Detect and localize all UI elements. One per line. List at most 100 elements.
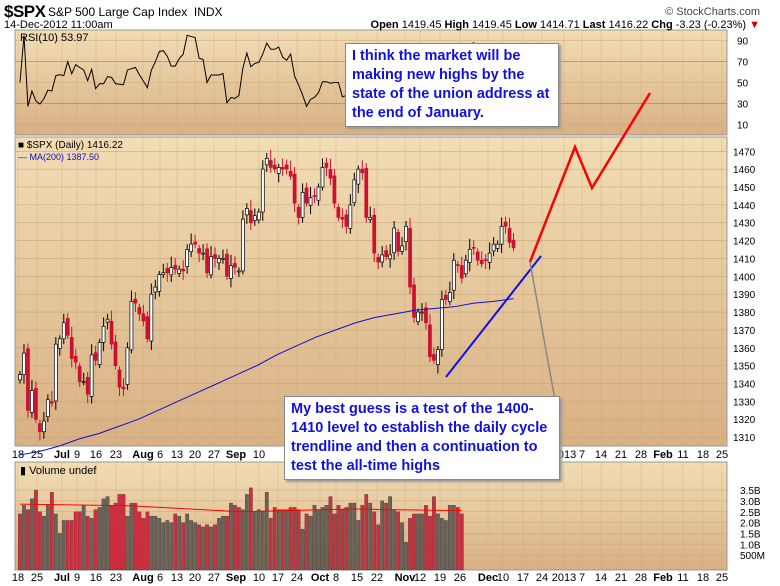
candle-body (463, 259, 468, 275)
volume-bar (109, 505, 114, 571)
x-tick-label-bottom: 11 (677, 572, 688, 584)
volume-bar (304, 513, 309, 571)
candle-body (384, 250, 389, 258)
x-tick-label: 18 (697, 449, 709, 461)
volume-bar (97, 507, 102, 571)
x-tick-label-bottom: 9 (74, 572, 80, 584)
candle-body (420, 311, 424, 314)
candle-body (459, 265, 464, 279)
volume-legend: ▮ Volume undef (20, 465, 97, 477)
volume-bar (440, 518, 444, 571)
candle-body (308, 197, 313, 206)
candle-body (149, 293, 154, 342)
volume-bar (213, 524, 217, 571)
x-tick-label-bottom: 14 (595, 572, 607, 584)
candle-body (157, 274, 162, 292)
volume-bar (153, 515, 158, 571)
x-tick-label-bottom: 25 (31, 572, 43, 584)
x-tick-label-bottom: Nov (395, 572, 417, 584)
volume-bar (408, 518, 412, 571)
candle-body (324, 162, 329, 168)
last-value: 1416.22 (608, 19, 649, 31)
volume-bar (428, 515, 432, 571)
volume-bar (85, 515, 90, 571)
candle-body (109, 320, 114, 345)
x-tick-label: 18 (12, 449, 24, 461)
candle-body (161, 272, 166, 275)
candle-body (467, 249, 472, 263)
x-tick-label-bottom: 7 (579, 572, 585, 584)
candle-body (268, 160, 273, 168)
volume-bar (276, 509, 281, 571)
rsi-tick-label: 70 (737, 58, 749, 69)
x-tick-label-bottom: 19 (434, 572, 446, 584)
projection-line (528, 92, 652, 263)
volume-bar (18, 513, 22, 571)
candle-body (105, 318, 110, 323)
volume-bar (185, 513, 190, 571)
volume-bar (26, 509, 30, 571)
volume-bar (248, 487, 253, 571)
volume-bar (38, 511, 42, 571)
candle-body (296, 207, 301, 218)
candle-body (444, 294, 448, 300)
volume-bar (360, 505, 365, 571)
volume-bar (459, 513, 464, 571)
x-tick-label-bottom: Feb (653, 572, 673, 584)
volume-ma-line (19, 503, 462, 513)
candle-body (328, 169, 333, 179)
volume-bar (420, 513, 424, 571)
candle-body (471, 247, 476, 249)
candle-body (233, 263, 237, 268)
volume-bar (169, 522, 174, 571)
candle-body (121, 386, 126, 390)
x-tick-label-bottom: 13 (171, 572, 183, 584)
volume-bar (328, 496, 333, 571)
x-tick-label: 27 (208, 449, 220, 461)
rsi-tick-label: 90 (737, 37, 749, 48)
candle-body (221, 258, 225, 260)
x-tick-label: 10 (253, 449, 265, 461)
volume-bar (444, 520, 448, 571)
volume-bar (93, 509, 98, 571)
volume-bar (209, 526, 213, 571)
x-tick-label-bottom: 18 (12, 572, 24, 584)
volume-bar (42, 515, 46, 571)
down-triangle-icon: ▼ (749, 19, 760, 31)
high-label: High (444, 19, 469, 31)
candle-body (30, 390, 34, 413)
volume-tick-label: 3.5B (740, 486, 761, 497)
candle-body (133, 298, 138, 304)
volume-bar (376, 524, 381, 571)
volume-bar (388, 496, 392, 571)
x-tick-label: 7 (579, 449, 585, 461)
candle-body (213, 254, 217, 259)
x-tick-label: 11 (677, 449, 688, 461)
volume-bar (336, 505, 341, 571)
x-tick-label-bottom: 8 (333, 572, 339, 584)
candle-body (201, 252, 205, 255)
candle-body (280, 167, 285, 170)
candle-body (316, 186, 321, 201)
x-tick-label-bottom: 20 (189, 572, 201, 584)
x-tick-label-bottom: Jul (54, 572, 70, 584)
x-tick-label-bottom: 21 (615, 572, 627, 584)
volume-bar (225, 515, 229, 571)
volume-bar (372, 511, 377, 571)
volume-bar (364, 494, 369, 571)
candle-body (487, 252, 492, 263)
x-tick-label-bottom: 2013 (552, 572, 576, 584)
volume-bar (340, 509, 345, 571)
chg-value: -3.23 (-0.23%) (675, 19, 747, 31)
volume-bar (137, 511, 142, 571)
annotation-top: I think the market will be making new hi… (345, 43, 559, 127)
candle-body (248, 210, 253, 224)
volume-bar (65, 520, 70, 571)
volume-tick-label: 1.5B (740, 529, 761, 540)
volume-bar (260, 511, 265, 571)
rsi-legend: RSI(10) 53.97 (20, 32, 88, 44)
volume-bar (197, 524, 201, 571)
candle-body (197, 248, 201, 254)
x-tick-label: Sep (226, 449, 246, 461)
candle-body (292, 173, 297, 204)
